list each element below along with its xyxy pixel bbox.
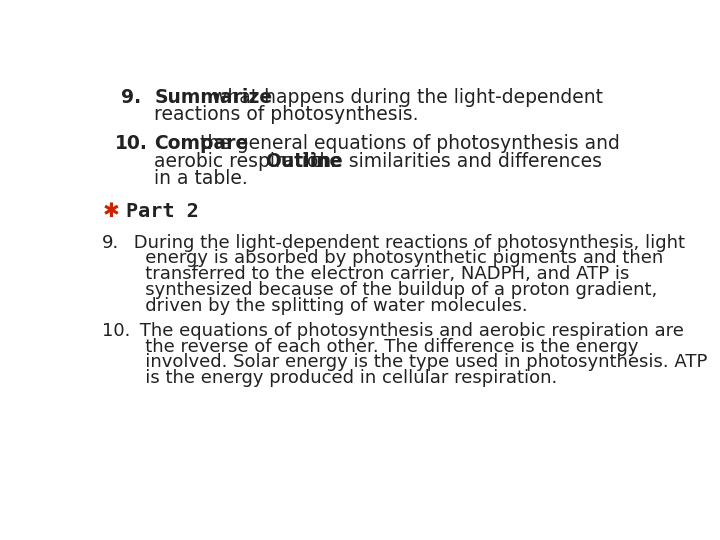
Text: aerobic respiration.: aerobic respiration. bbox=[154, 152, 342, 171]
Text: ✱: ✱ bbox=[102, 202, 119, 221]
Text: Part 2: Part 2 bbox=[126, 202, 199, 221]
Text: involved. Solar energy is the type used in photosynthesis. ATP: involved. Solar energy is the type used … bbox=[128, 353, 707, 372]
Text: transferred to the electron carrier, NADPH, and ATP is: transferred to the electron carrier, NAD… bbox=[128, 265, 629, 283]
Text: what happens during the light-dependent: what happens during the light-dependent bbox=[206, 87, 603, 107]
Text: driven by the splitting of water molecules.: driven by the splitting of water molecul… bbox=[128, 297, 528, 315]
Text: the reverse of each other. The difference is the energy: the reverse of each other. The differenc… bbox=[128, 338, 639, 355]
Text: The equations of photosynthesis and aerobic respiration are: The equations of photosynthesis and aero… bbox=[133, 322, 683, 340]
Text: energy is absorbed by photosynthetic pigments and then: energy is absorbed by photosynthetic pig… bbox=[128, 249, 663, 267]
Text: Summarize: Summarize bbox=[154, 87, 272, 107]
Text: Outline: Outline bbox=[266, 152, 343, 171]
Text: 9.: 9. bbox=[102, 234, 120, 252]
Text: in a table.: in a table. bbox=[154, 169, 248, 188]
Text: the similarities and differences: the similarities and differences bbox=[305, 152, 602, 171]
Text: synthesized because of the buildup of a proton gradient,: synthesized because of the buildup of a … bbox=[128, 281, 657, 299]
Text: 10.: 10. bbox=[115, 134, 148, 153]
Text: 10.: 10. bbox=[102, 322, 130, 340]
Text: 9.: 9. bbox=[121, 87, 141, 107]
Text: Compare: Compare bbox=[154, 134, 248, 153]
Text: the general equations of photosynthesis and: the general equations of photosynthesis … bbox=[194, 134, 620, 153]
Text: During the light-dependent reactions of photosynthesis, light: During the light-dependent reactions of … bbox=[128, 234, 685, 252]
Text: is the energy produced in cellular respiration.: is the energy produced in cellular respi… bbox=[128, 369, 557, 387]
Text: reactions of photosynthesis.: reactions of photosynthesis. bbox=[154, 105, 418, 124]
